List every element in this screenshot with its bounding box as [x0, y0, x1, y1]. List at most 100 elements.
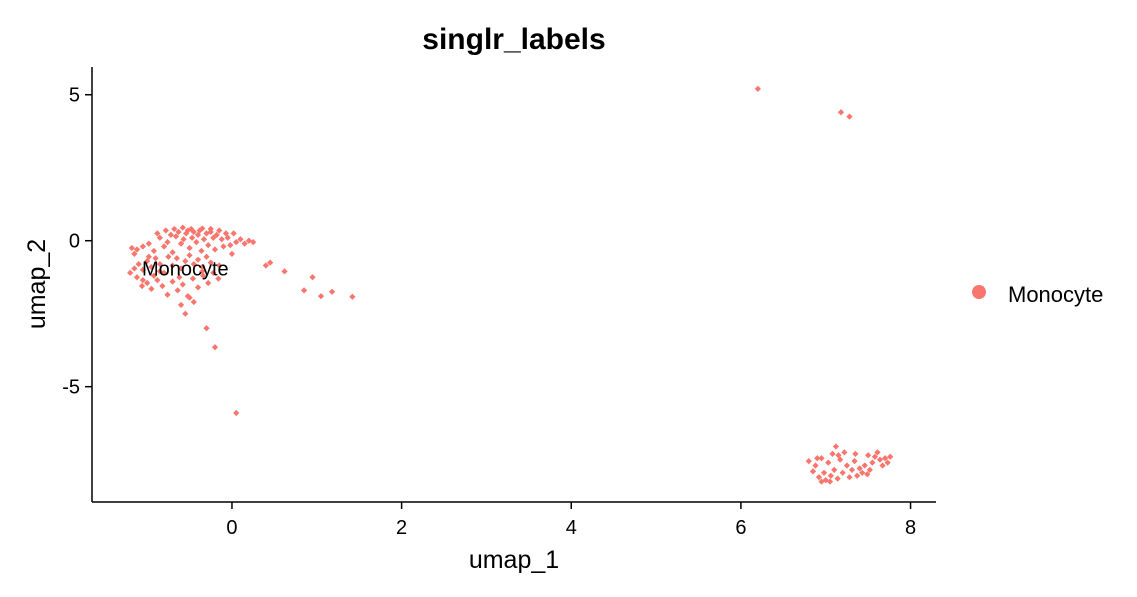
x-tick-label: 8 — [905, 517, 916, 539]
data-point — [199, 268, 206, 275]
data-point — [839, 469, 846, 476]
data-point — [164, 291, 171, 298]
data-point — [818, 478, 825, 485]
data-point — [300, 287, 308, 294]
data-point — [228, 250, 236, 257]
data-point — [841, 449, 848, 456]
y-tick-label: 5 — [69, 85, 80, 107]
data-point — [127, 269, 134, 276]
data-point — [188, 225, 195, 233]
data-point — [227, 241, 234, 249]
data-point — [846, 474, 853, 481]
data-point — [150, 272, 158, 279]
data-point — [233, 409, 240, 417]
data-point — [809, 468, 817, 475]
data-point — [177, 240, 185, 247]
data-point — [848, 466, 856, 473]
data-point — [139, 243, 147, 250]
data-point — [829, 450, 836, 457]
data-point — [865, 452, 872, 459]
x-tick-label: 6 — [735, 517, 746, 539]
data-point — [199, 263, 206, 271]
data-point — [825, 459, 832, 466]
data-point — [876, 456, 884, 463]
data-point — [224, 234, 231, 241]
data-point — [820, 469, 828, 476]
data-point — [159, 282, 166, 290]
data-point — [211, 344, 219, 351]
y-ticks: 5 0 -5 — [62, 85, 92, 399]
y-tick-label: 0 — [69, 231, 80, 253]
data-point — [162, 227, 169, 234]
data-point — [210, 234, 217, 241]
data-point — [218, 236, 225, 243]
data-point — [831, 466, 838, 473]
data-point — [754, 85, 761, 93]
data-point — [281, 268, 288, 275]
data-point — [211, 246, 219, 253]
data-point — [173, 255, 180, 262]
data-point — [160, 243, 168, 250]
data-point — [150, 247, 158, 255]
data-point — [317, 293, 325, 300]
y-axis-title: umap_2 — [23, 239, 51, 329]
data-point — [174, 287, 181, 294]
data-point — [133, 246, 141, 253]
data-point — [131, 265, 138, 272]
data-point — [827, 472, 834, 479]
data-point — [241, 240, 248, 247]
data-point — [167, 231, 174, 238]
data-point — [250, 239, 257, 246]
data-point — [205, 241, 212, 249]
x-tick-label: 4 — [566, 517, 577, 539]
data-point — [859, 469, 866, 476]
data-point — [213, 231, 220, 238]
data-point — [177, 301, 185, 309]
chart-title: singlr_labels — [422, 23, 605, 56]
data-point — [190, 298, 197, 306]
data-point — [854, 472, 861, 479]
data-point — [133, 274, 141, 281]
x-tick-label: 2 — [396, 517, 407, 539]
data-point — [814, 455, 821, 462]
data-point — [186, 294, 193, 301]
data-point — [237, 236, 244, 243]
data-point — [843, 462, 851, 469]
x-axis-title: umap_1 — [469, 546, 559, 574]
data-point — [866, 466, 873, 473]
data-point — [887, 453, 894, 460]
data-point — [837, 109, 845, 116]
data-point — [194, 284, 202, 291]
data-point — [164, 239, 171, 246]
data-point — [203, 325, 210, 332]
data-point — [179, 224, 186, 231]
data-point — [186, 252, 193, 259]
data-point — [220, 243, 227, 250]
y-tick-label: -5 — [62, 377, 80, 399]
data-point — [188, 234, 196, 241]
plot-area: Monocyte — [127, 85, 894, 485]
data-point — [826, 478, 834, 485]
data-point — [145, 240, 152, 247]
data-point — [879, 462, 886, 469]
data-point — [200, 236, 208, 243]
data-point — [179, 281, 186, 288]
data-point — [148, 285, 155, 292]
legend: Monocyte — [972, 282, 1103, 307]
data-point — [869, 459, 876, 466]
cluster-label: Monocyte — [142, 258, 229, 280]
x-ticks: 0 2 4 6 8 — [226, 502, 916, 539]
data-point — [154, 230, 161, 237]
data-point — [812, 462, 819, 469]
data-point — [309, 274, 316, 281]
data-point — [182, 310, 189, 317]
data-point — [216, 227, 223, 234]
data-point — [207, 225, 214, 233]
data-point — [233, 239, 240, 246]
data-point — [832, 443, 840, 450]
data-point — [176, 274, 183, 281]
data-point — [328, 288, 336, 295]
data-point — [349, 293, 356, 300]
legend-label-monocyte: Monocyte — [1008, 282, 1103, 307]
